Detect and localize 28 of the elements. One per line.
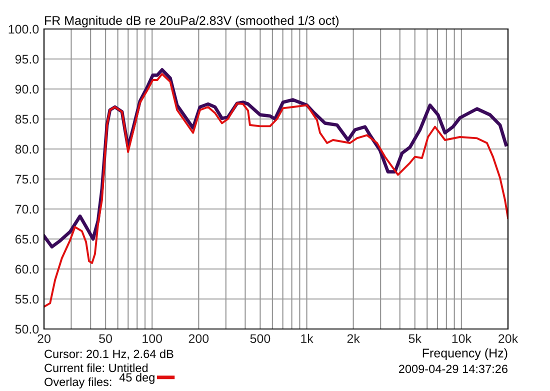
y-tick-label: 90.0 (15, 84, 39, 94)
y-tick-label: 80.0 (15, 144, 39, 154)
legend-label: 45 deg (119, 372, 154, 384)
y-tick-label: 55.0 (15, 294, 39, 304)
text: 2009-04-29 14:37:26 (398, 364, 508, 374)
y-tick-label: 95.0 (15, 54, 39, 64)
y-tick-label: 65.0 (15, 234, 39, 244)
x-tick-label: 500 (250, 334, 270, 344)
text: Cursor: 20.1 Hz, 2.64 dB (44, 349, 174, 360)
y-tick-label: 70.0 (15, 204, 39, 214)
y-tick-label: 85.0 (15, 114, 39, 124)
y-tick-label: 75.0 (15, 174, 39, 184)
x-tick-label: 200 (188, 334, 209, 344)
chart-title: FR Magnitude dB re 20uPa/2.83V (smoothed 1/3 oct) (45, 16, 339, 28)
y-tick-label: 100.0 (8, 24, 39, 34)
text: Overlay files: (44, 377, 112, 388)
x-tick-label: 20k (498, 334, 518, 344)
x-tick-label: 50 (99, 334, 112, 344)
x-tick-label: 100 (142, 334, 162, 344)
y-tick-label: 60.0 (15, 264, 39, 274)
x-tick-label: 5k (408, 334, 422, 344)
text: Current file: Untitled (44, 363, 148, 372)
x-axis-title: Frequency (Hz) (422, 348, 508, 360)
x-tick-label: 2k (347, 334, 360, 343)
y-tick-label: 50.0 (15, 324, 39, 334)
x-tick-label: 10k (452, 334, 472, 344)
x-tick-label: 20 (38, 334, 50, 344)
x-tick-label: 1k (301, 334, 314, 343)
